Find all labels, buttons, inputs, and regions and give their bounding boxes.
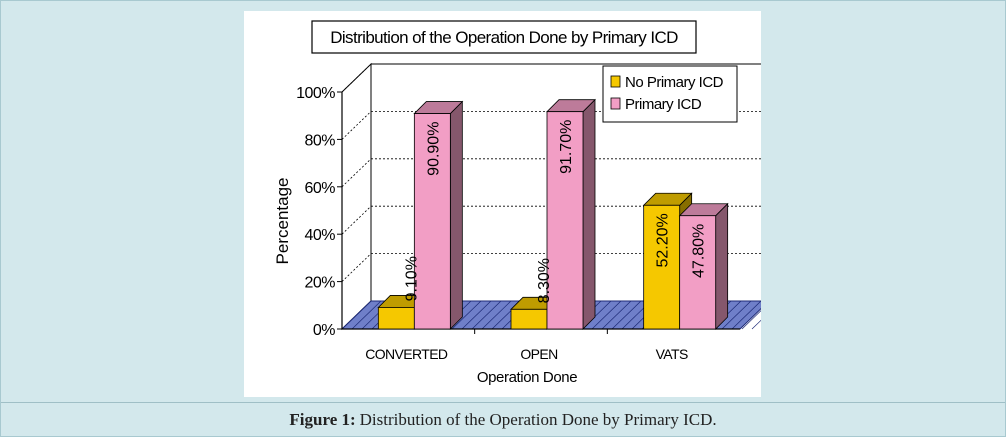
gridline-side	[341, 158, 372, 188]
y-axis-label: Percentage	[273, 178, 292, 265]
floor-hatch	[721, 300, 752, 330]
chart-container: Distribution of the Operation Done by Pr…	[244, 11, 812, 397]
bar	[413, 100, 464, 330]
bar-chart: Distribution of the Operation Done by Pr…	[273, 20, 812, 386]
y-tick-label: 0%	[313, 322, 335, 339]
floor-hatch	[351, 300, 382, 330]
legend-box	[602, 65, 738, 123]
legend-swatch	[610, 75, 621, 88]
floor-hatch	[591, 300, 622, 330]
figure-caption: Figure 1: Distribution of the Operation …	[1, 402, 1005, 437]
bar-front	[679, 215, 717, 330]
y-tick-label: 20%	[304, 275, 335, 292]
bar-front	[546, 111, 584, 330]
floor-hatch	[471, 300, 502, 330]
x-tick-label: VATS	[656, 346, 688, 362]
y-tick-label: 40%	[304, 227, 335, 244]
floor-hatch	[731, 300, 762, 330]
bars	[377, 98, 729, 330]
bar-side	[449, 100, 463, 330]
y-tick-label: 80%	[304, 132, 335, 149]
floor-hatch	[601, 300, 632, 330]
side-wall	[341, 62, 372, 331]
figure-area: Distribution of the Operation Done by Pr…	[1, 1, 1005, 401]
floor-hatch	[341, 300, 372, 330]
bar-front	[413, 113, 451, 330]
legend: No Primary ICD Primary ICD	[602, 65, 738, 123]
floor-hatch	[481, 300, 512, 330]
legend-label: No Primary ICD	[625, 74, 724, 91]
caption-text: Distribution of the Operation Done by Pr…	[359, 410, 717, 429]
y-tick-label: 60%	[304, 180, 335, 197]
bar-side	[715, 202, 729, 330]
legend-swatch	[610, 97, 621, 110]
data-label: 91.70%	[558, 120, 575, 174]
data-label: 52.20%	[655, 213, 672, 267]
x-tick-label: OPEN	[520, 346, 557, 362]
gridline-side	[341, 111, 372, 140]
caption-label: Figure 1:	[289, 410, 356, 429]
gridline-side	[341, 205, 372, 235]
x-axis-label: Operation Done	[477, 369, 577, 386]
x-tick-label: CONVERTED	[365, 346, 448, 362]
data-label: 47.80%	[691, 224, 708, 278]
floor-hatch	[461, 300, 492, 330]
data-label: 9.10%	[403, 256, 420, 301]
y-tick-label: 100%	[296, 85, 335, 102]
bar-front	[377, 307, 415, 330]
legend-label: Primary ICD	[625, 96, 702, 113]
bar-front	[510, 308, 548, 330]
gridline-side	[341, 63, 372, 93]
data-label: 8.30%	[536, 258, 553, 303]
gridline-side	[341, 253, 372, 282]
floor-hatch	[611, 300, 642, 330]
title-box	[311, 20, 697, 54]
bar-side	[582, 98, 596, 330]
bar	[678, 202, 729, 330]
floor-hatch	[451, 300, 482, 330]
bar	[546, 98, 596, 330]
data-label: 90.90%	[425, 122, 442, 176]
chart-title: Distribution of the Operation Done by Pr…	[330, 28, 678, 47]
data-labels: 9.10% 90.90% 8.30% 91.70% 52.20% 47.80%	[403, 120, 707, 304]
